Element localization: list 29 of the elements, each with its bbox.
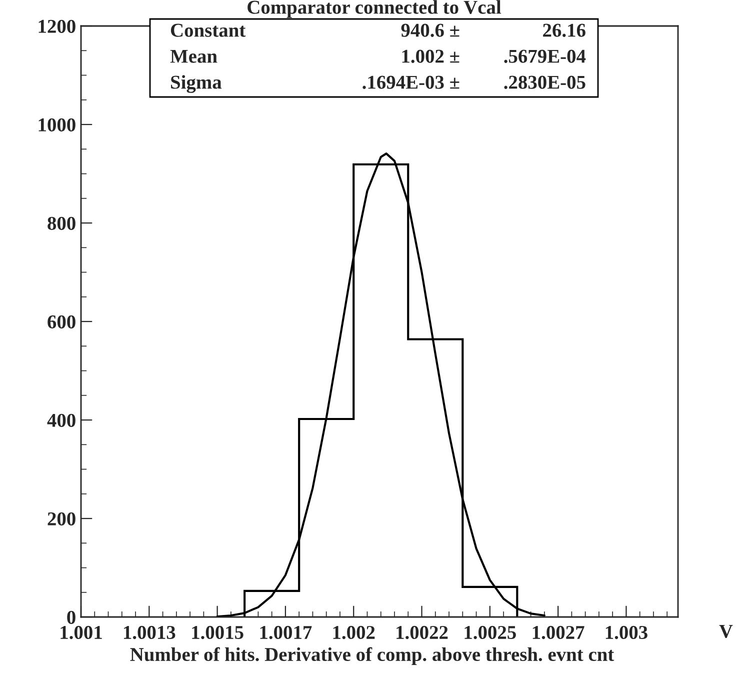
chart-title: Comparator connected to Vcal [248,0,502,18]
annotation: .5679E-04 [504,50,586,63]
annotation: .2830E-05 [504,76,586,89]
x-tick-label: 1.003 [606,626,648,640]
annotation: .1694E-03 ± [362,76,460,89]
y-tick-label: 600 [48,315,76,328]
x-tick-label: 1.0022 [396,626,448,640]
annotation: 1.002 ± [402,50,460,63]
annotation: Mean [170,50,218,63]
annotation: 26.16 [543,24,586,37]
x-axis-title: Number of hits. Derivative of comp. above thresh. evnt cnt [130,647,614,665]
y-tick-label: 0 [67,610,76,624]
annotation: Constant [170,24,246,37]
line-series [216,152,546,617]
x-tick-label: 1.0017 [260,626,312,640]
x-tick-label: 1.0025 [464,626,516,640]
y-tick-label: 800 [48,216,76,230]
y-tick-label: 400 [47,414,76,427]
x-tick-label: 1.0013 [124,626,176,640]
annotation: Sigma [171,75,222,93]
x-tick-label: 1.002 [333,626,375,640]
x-tick-label: 1.0015 [192,626,244,640]
text: V [719,624,733,638]
x-tick-label: 1.001 [60,626,102,640]
y-tick-label: 1000 [38,118,76,132]
y-tick-label: 1200 [38,20,76,33]
annotation: 940.6 ± [401,24,460,37]
y-tick-label: 200 [48,512,76,526]
x-tick-label: 1.0027 [532,626,584,640]
